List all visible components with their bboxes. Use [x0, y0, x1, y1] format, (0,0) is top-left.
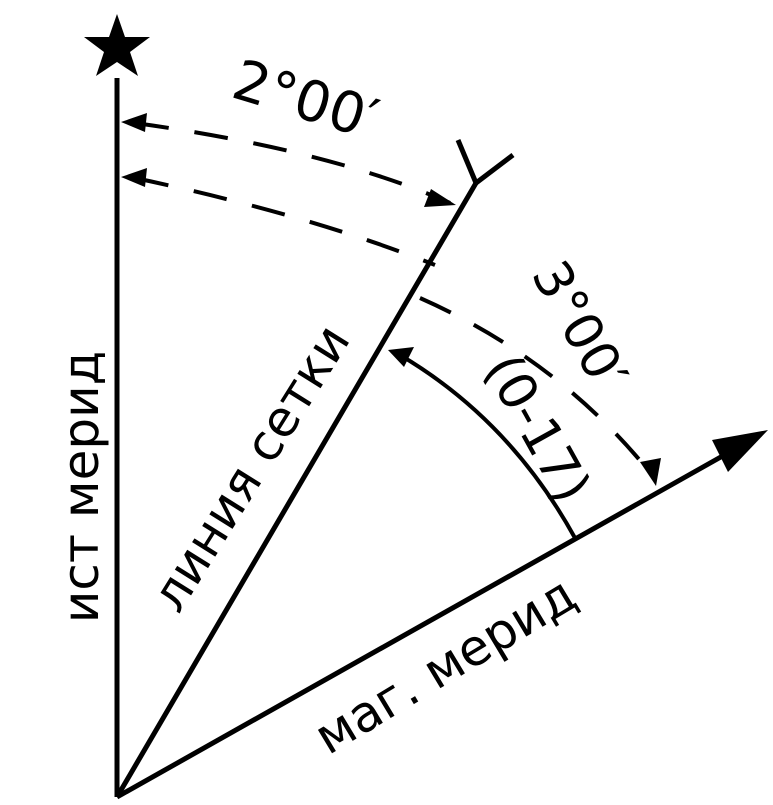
grid-line-head-right [476, 155, 513, 183]
grid-line-head-left [458, 140, 476, 183]
star-icon [84, 14, 150, 76]
magnetic-meridian-arrow [712, 430, 768, 472]
convergence-arrow-inner-left [121, 168, 147, 187]
convergence-arc-inner [135, 178, 435, 265]
grid-convergence-label: 2°00′ [225, 48, 385, 153]
grid-magnetic-arrow-top [388, 347, 414, 367]
grid-magnetic-arrow-bottom [640, 458, 661, 486]
true-meridian-label: ист мерид [52, 351, 110, 623]
grid-line-label: линия сетки [140, 315, 362, 622]
convergence-arrow-outer-left [121, 113, 147, 132]
convergence-arrow-outer-right [424, 189, 456, 207]
convergence-arc-outer [135, 123, 450, 203]
